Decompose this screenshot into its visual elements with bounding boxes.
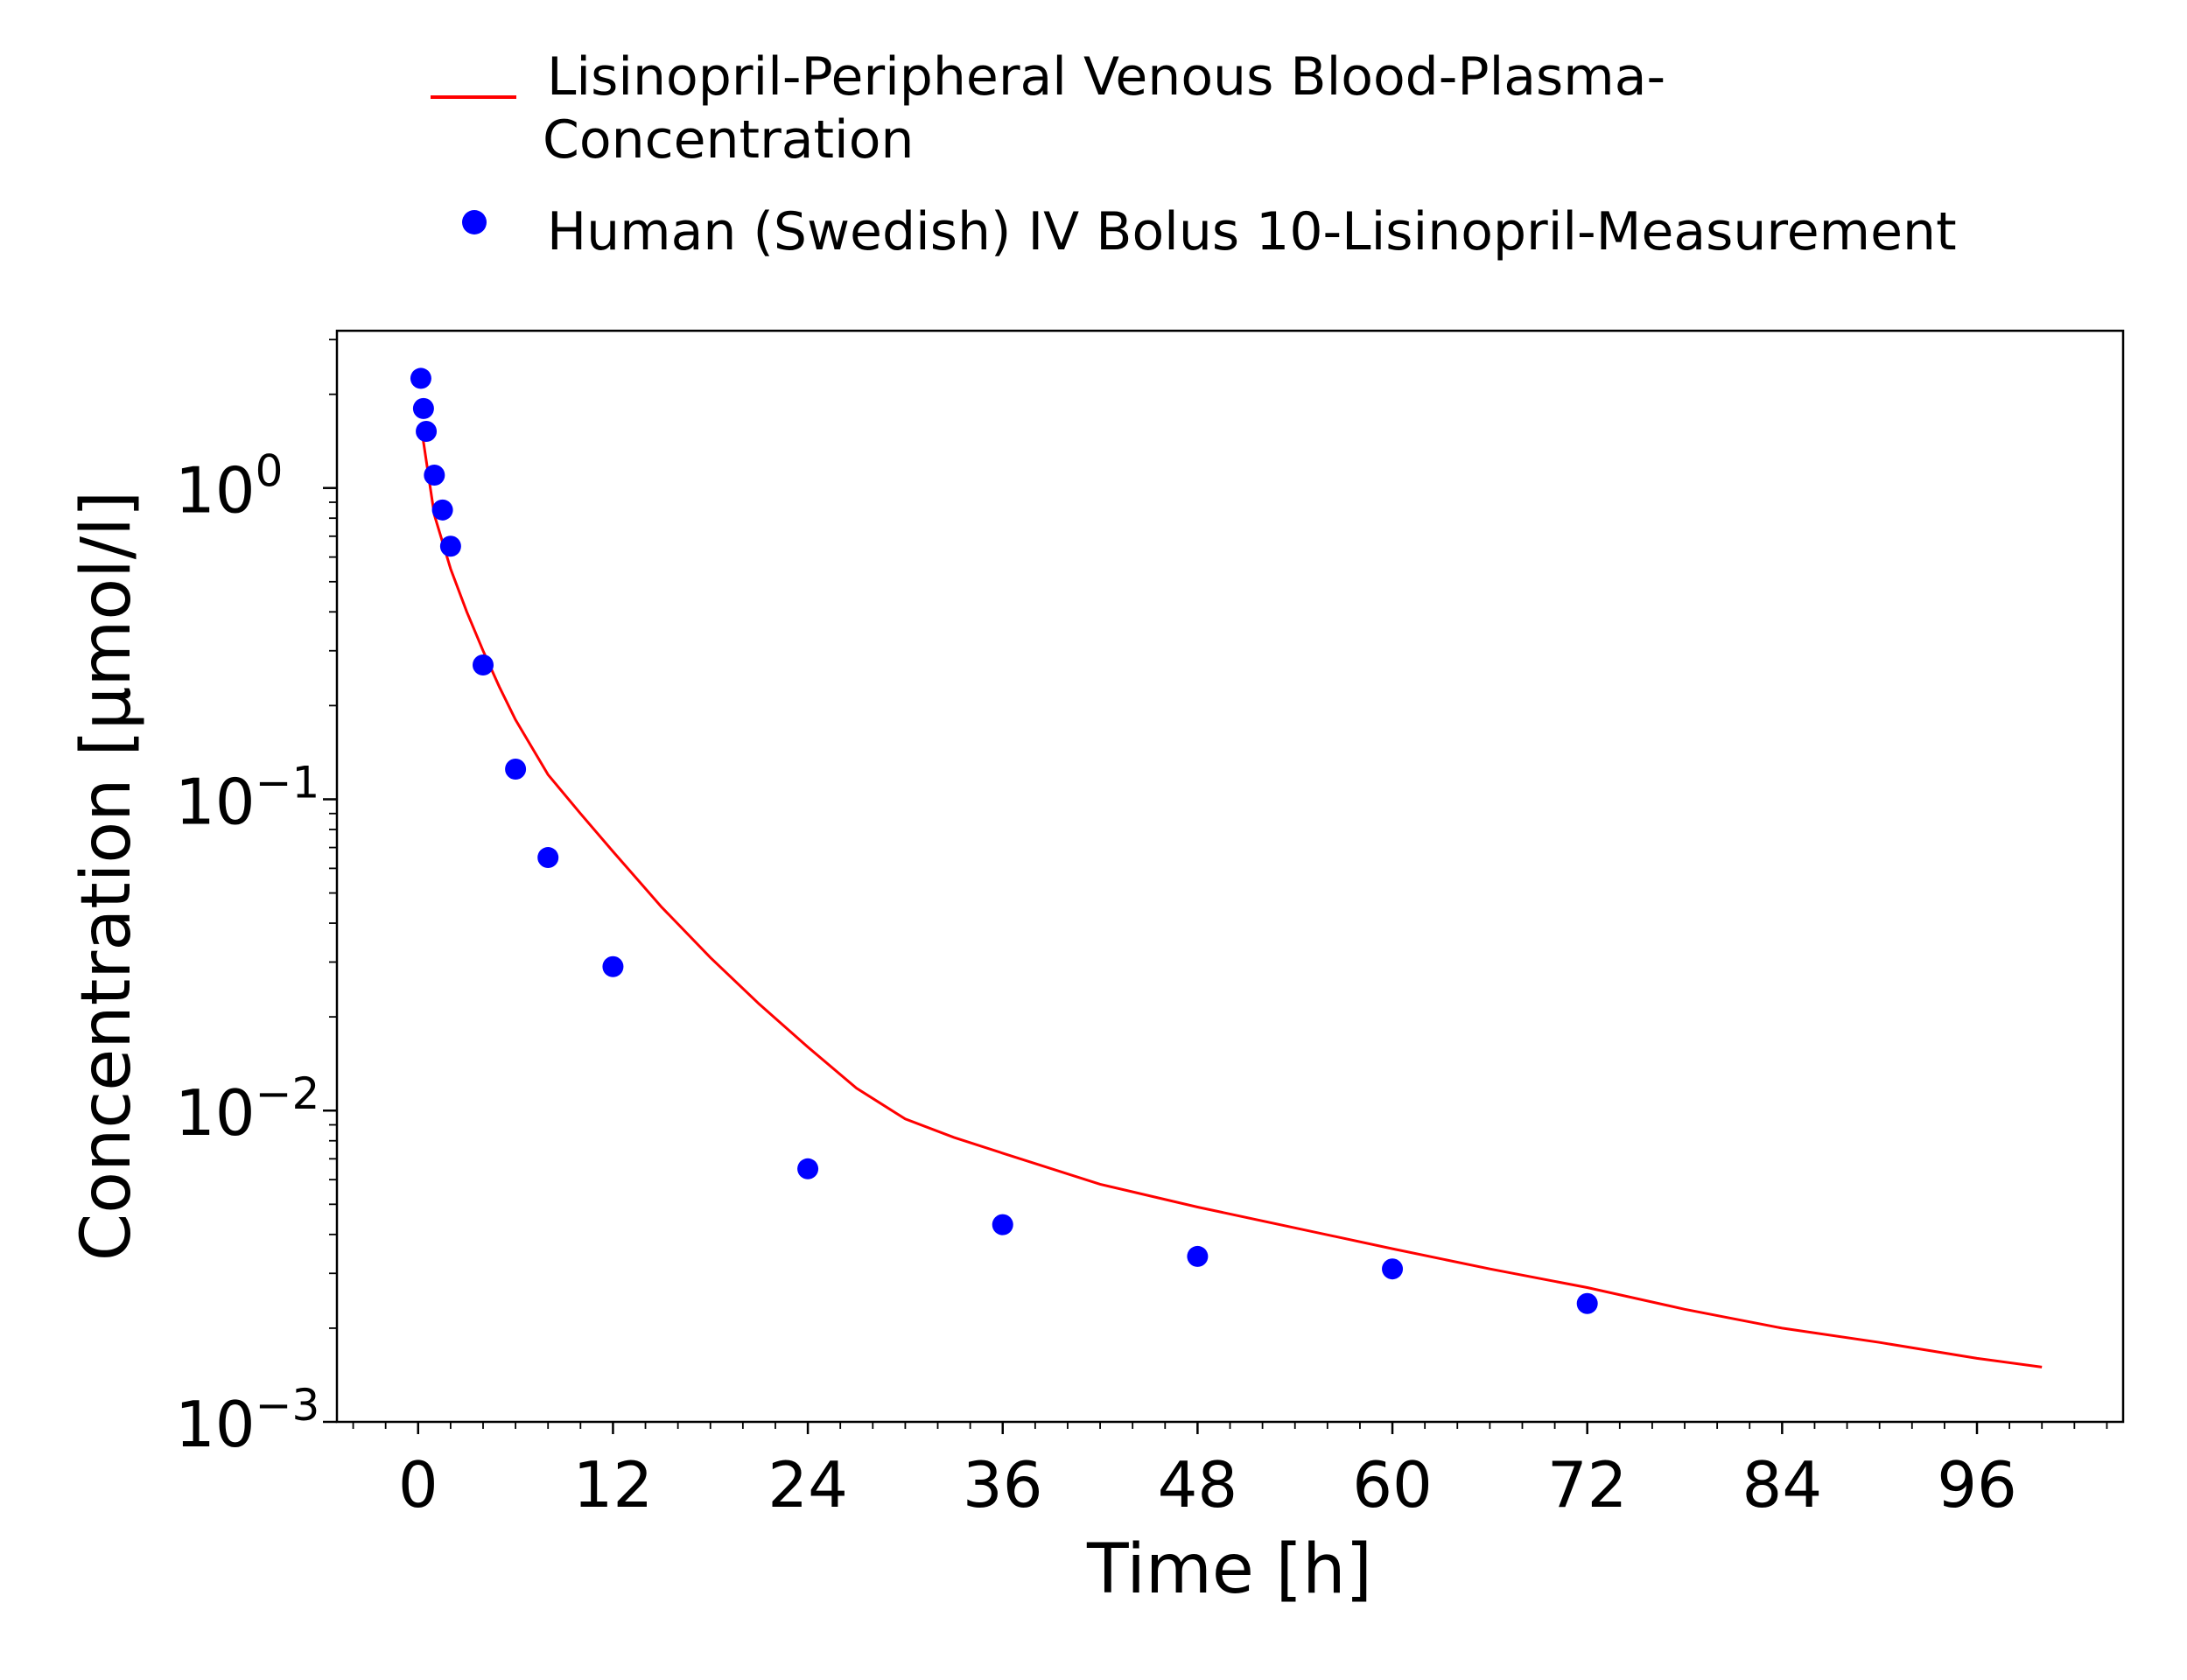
y-axis: 100 10−1 10−2 10−3: [175, 339, 337, 1461]
measurement-point: [439, 536, 461, 557]
x-axis: 0 12 24 36 48 60 72 84 96: [352, 1422, 2108, 1522]
x-tick-label: 84: [1742, 1448, 1823, 1522]
measurement-point: [505, 758, 527, 780]
x-tick-label: 48: [1158, 1448, 1238, 1522]
plot-area: [410, 368, 2043, 1368]
measurement-point: [424, 464, 445, 486]
legend-label-simulation-line2: Concentration: [543, 109, 914, 171]
x-tick-label: 72: [1547, 1448, 1628, 1522]
measurement-point: [1576, 1292, 1598, 1314]
measurement-point: [537, 847, 559, 869]
x-tick-label: 24: [768, 1448, 848, 1522]
measurement-point: [412, 397, 434, 419]
measurement-point: [1382, 1258, 1404, 1280]
measurement-point: [1187, 1245, 1209, 1267]
y-tick-label: 10−2: [175, 1068, 319, 1150]
y-tick-label: 100: [175, 446, 283, 528]
x-axis-label: Time [h]: [1086, 1530, 1372, 1609]
measurement-point: [472, 654, 494, 676]
y-axis-label: Concentration [µmol/l]: [67, 491, 146, 1261]
simulation-line: [420, 432, 2043, 1368]
measurement-point: [797, 1158, 819, 1180]
legend-circle-marker: [462, 210, 487, 234]
x-tick-label: 0: [398, 1448, 438, 1522]
measurement-point: [431, 499, 453, 521]
x-tick-label: 60: [1352, 1448, 1433, 1522]
measurement-point: [410, 368, 431, 389]
y-tick-label: 10−1: [175, 757, 319, 838]
plot-frame: [335, 329, 2125, 1424]
x-tick-label: 36: [963, 1448, 1043, 1522]
legend-label-measurement: Human (Swedish) IV Bolus 10-Lisinopril-M…: [547, 201, 1957, 262]
measurement-point: [602, 956, 624, 977]
measurement-point: [416, 421, 438, 443]
y-tick-label: 10−3: [175, 1380, 319, 1461]
x-tick-label: 12: [573, 1448, 654, 1522]
x-tick-label: 96: [1937, 1448, 2017, 1522]
legend-label-simulation-line1: Lisinopril-Peripheral Venous Blood-Plasm…: [547, 46, 1665, 108]
legend: Lisinopril-Peripheral Venous Blood-Plasm…: [431, 46, 1957, 262]
measurement-point: [992, 1214, 1013, 1236]
